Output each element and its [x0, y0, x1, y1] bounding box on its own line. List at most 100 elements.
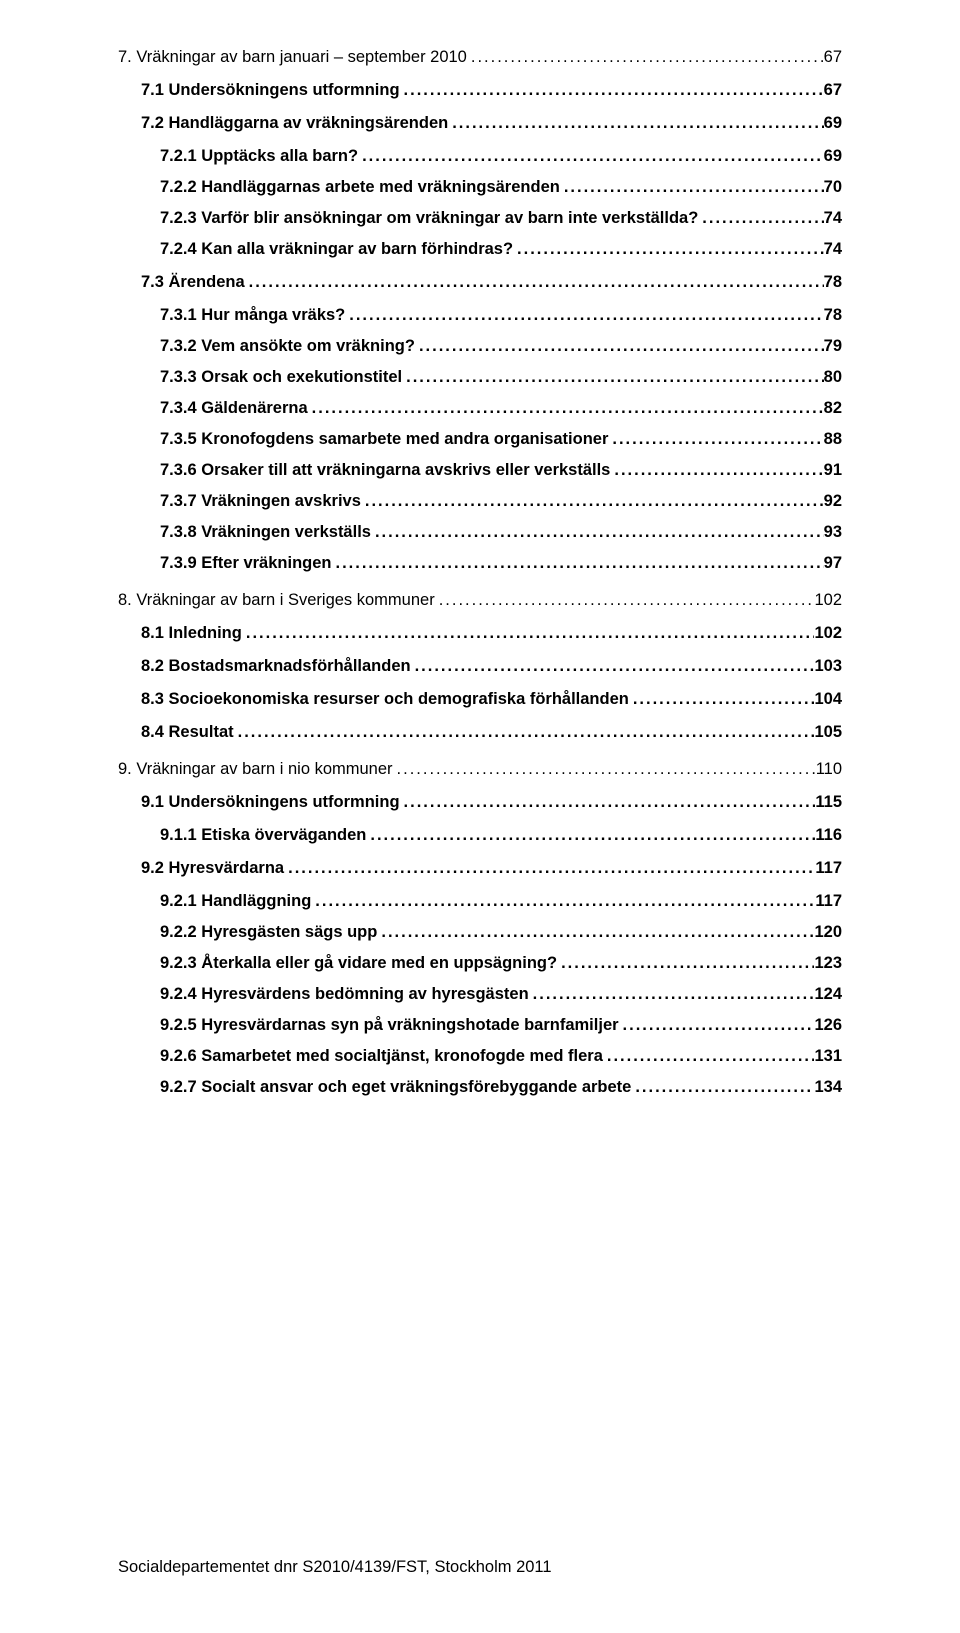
toc-dot-leader: ........................................…: [361, 492, 824, 511]
toc-entry-page: 120: [814, 923, 842, 942]
toc-entry-label: 9. Vräkningar av barn i nio kommuner: [118, 760, 393, 779]
toc-entry: 8. Vräkningar av barn i Sveriges kommune…: [118, 591, 842, 610]
toc-entry-label: 7.3.7 Vräkningen avskrivs: [160, 492, 361, 511]
toc-dot-leader: ........................................…: [631, 1078, 814, 1097]
toc-entry-label: 7.3.1 Hur många vräks?: [160, 306, 345, 325]
toc-entry-label: 7.3.5 Kronofogdens samarbete med andra o…: [160, 430, 608, 449]
toc-entry-page: 97: [824, 554, 842, 573]
toc-entry: 9.2.2 Hyresgästen sägs upp..............…: [160, 923, 842, 942]
toc-entry-page: 69: [824, 147, 842, 166]
toc-dot-leader: ........................................…: [415, 337, 824, 356]
toc-entry: 7.3.2 Vem ansökte om vräkning?..........…: [160, 337, 842, 356]
toc-entry-page: 78: [824, 306, 842, 325]
toc-dot-leader: ........................................…: [402, 368, 824, 387]
toc-dot-leader: ........................................…: [393, 760, 816, 779]
toc-entry: 7.2.1 Upptäcks alla barn?...............…: [160, 147, 842, 166]
table-of-contents: 7. Vräkningar av barn januari – septembe…: [118, 48, 842, 1097]
toc-entry-label: 7.2.2 Handläggarnas arbete med vräknings…: [160, 178, 560, 197]
toc-entry-page: 82: [824, 399, 842, 418]
toc-dot-leader: ........................................…: [629, 690, 815, 709]
toc-entry-label: 7.3 Ärendena: [141, 273, 245, 292]
toc-dot-leader: ........................................…: [366, 826, 815, 845]
toc-dot-leader: ........................................…: [698, 209, 823, 228]
toc-dot-leader: ........................................…: [311, 892, 815, 911]
toc-dot-leader: ........................................…: [513, 240, 824, 259]
footer-text: Socialdepartementet dnr S2010/4139/FST, …: [118, 1558, 552, 1577]
toc-dot-leader: ........................................…: [411, 657, 815, 676]
toc-entry: 9.2.5 Hyresvärdarnas syn på vräkningshot…: [160, 1016, 842, 1035]
toc-entry: 9.2.1 Handläggning......................…: [160, 892, 842, 911]
toc-entry-label: 7.3.2 Vem ansökte om vräkning?: [160, 337, 415, 356]
toc-entry-page: 80: [824, 368, 842, 387]
toc-dot-leader: ........................................…: [610, 461, 823, 480]
toc-entry-page: 74: [824, 240, 842, 259]
toc-dot-leader: ........................................…: [603, 1047, 815, 1066]
toc-entry-page: 88: [824, 430, 842, 449]
toc-entry-label: 9.2 Hyresvärdarna: [141, 859, 284, 878]
toc-entry-page: 131: [814, 1047, 842, 1066]
toc-entry-page: 124: [814, 985, 842, 1004]
toc-entry-label: 9.2.1 Handläggning: [160, 892, 311, 911]
toc-entry: 7.2.4 Kan alla vräkningar av barn förhin…: [160, 240, 842, 259]
toc-entry-label: 9.2.7 Socialt ansvar och eget vräkningsf…: [160, 1078, 631, 1097]
toc-entry-page: 126: [814, 1016, 842, 1035]
toc-entry-label: 8.4 Resultat: [141, 723, 234, 742]
toc-entry-label: 7.2.4 Kan alla vräkningar av barn förhin…: [160, 240, 513, 259]
toc-entry-page: 69: [824, 114, 842, 133]
toc-entry: 8.2 Bostadsmarknadsförhållanden.........…: [141, 657, 842, 676]
toc-entry: 8.4 Resultat............................…: [141, 723, 842, 742]
toc-entry-label: 8.1 Inledning: [141, 624, 242, 643]
toc-entry-label: 8.3 Socioekonomiska resurser och demogra…: [141, 690, 629, 709]
toc-entry: 9.2.3 Återkalla eller gå vidare med en u…: [160, 954, 842, 973]
toc-entry-page: 67: [824, 48, 842, 67]
toc-entry: 9.1.1 Etiska överväganden...............…: [160, 826, 842, 845]
toc-entry-label: 9.2.5 Hyresvärdarnas syn på vräkningshot…: [160, 1016, 619, 1035]
toc-dot-leader: ........................................…: [557, 954, 814, 973]
toc-entry-page: 104: [814, 690, 842, 709]
toc-entry: 7.3.4 Gäldenärerna......................…: [160, 399, 842, 418]
toc-entry-label: 7.3.8 Vräkningen verkställs: [160, 523, 371, 542]
toc-entry: 7.3.7 Vräkningen avskrivs...............…: [160, 492, 842, 511]
toc-entry-label: 7. Vräkningar av barn januari – septembe…: [118, 48, 467, 67]
toc-entry-label: 8.2 Bostadsmarknadsförhållanden: [141, 657, 411, 676]
toc-dot-leader: ........................................…: [467, 48, 824, 67]
toc-entry-page: 103: [814, 657, 842, 676]
toc-dot-leader: ........................................…: [435, 591, 815, 610]
toc-entry: 9.1 Undersökningens utformning..........…: [141, 793, 842, 812]
toc-entry: 9.2.6 Samarbetet med socialtjänst, krono…: [160, 1047, 842, 1066]
toc-dot-leader: ........................................…: [377, 923, 814, 942]
toc-dot-leader: ........................................…: [358, 147, 824, 166]
toc-dot-leader: ........................................…: [529, 985, 815, 1004]
toc-entry-label: 7.1 Undersökningens utformning: [141, 81, 400, 100]
toc-entry: 7.3.3 Orsak och exekutionstitel.........…: [160, 368, 842, 387]
toc-dot-leader: ........................................…: [619, 1016, 815, 1035]
toc-dot-leader: ........................................…: [608, 430, 823, 449]
toc-entry-page: 115: [815, 793, 842, 812]
toc-dot-leader: ........................................…: [560, 178, 824, 197]
toc-entry: 7.3 Ärendena............................…: [141, 273, 842, 292]
toc-dot-leader: ........................................…: [400, 81, 824, 100]
toc-entry-label: 7.3.6 Orsaker till att vräkningarna avsk…: [160, 461, 610, 480]
toc-entry: 7.3.9 Efter vräkningen..................…: [160, 554, 842, 573]
toc-entry-page: 117: [815, 892, 842, 911]
toc-entry-page: 105: [814, 723, 842, 742]
toc-entry-page: 67: [824, 81, 842, 100]
toc-dot-leader: ........................................…: [400, 793, 816, 812]
toc-entry-page: 70: [824, 178, 842, 197]
toc-entry: 7.2.3 Varför blir ansökningar om vräknin…: [160, 209, 842, 228]
toc-entry-page: 74: [824, 209, 842, 228]
toc-entry-page: 116: [815, 826, 842, 845]
toc-entry: 7.3.6 Orsaker till att vräkningarna avsk…: [160, 461, 842, 480]
toc-entry: 9. Vräkningar av barn i nio kommuner....…: [118, 760, 842, 779]
toc-entry: 7. Vräkningar av barn januari – septembe…: [118, 48, 842, 67]
toc-entry: 9.2.4 Hyresvärdens bedömning av hyresgäs…: [160, 985, 842, 1004]
toc-entry-page: 134: [814, 1078, 842, 1097]
toc-entry: 7.2.2 Handläggarnas arbete med vräknings…: [160, 178, 842, 197]
toc-entry-page: 110: [816, 760, 842, 779]
toc-entry-label: 9.1 Undersökningens utformning: [141, 793, 400, 812]
toc-entry: 8.3 Socioekonomiska resurser och demogra…: [141, 690, 842, 709]
toc-entry: 7.3.5 Kronofogdens samarbete med andra o…: [160, 430, 842, 449]
toc-entry-page: 102: [814, 624, 842, 643]
toc-dot-leader: ........................................…: [371, 523, 824, 542]
toc-dot-leader: ........................................…: [332, 554, 824, 573]
